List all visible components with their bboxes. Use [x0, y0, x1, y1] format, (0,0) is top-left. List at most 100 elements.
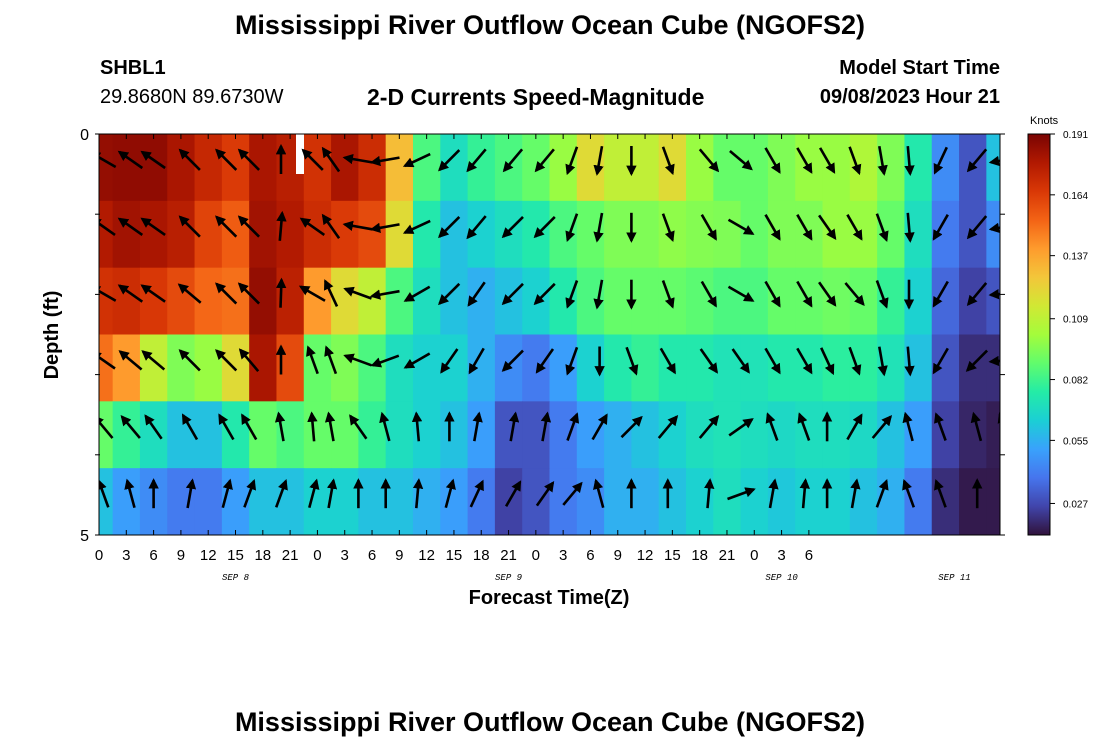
heatmap-cell — [931, 401, 960, 469]
x-tick-label: 12 — [637, 547, 654, 564]
heatmap-cell — [385, 134, 414, 202]
current-vector-arrow — [504, 480, 522, 507]
current-vector-arrow — [379, 411, 391, 442]
chart-subtitle: 2-D Currents Speed-Magnitude — [367, 84, 705, 110]
current-vector-arrow — [118, 350, 143, 371]
heatmap-cell — [631, 200, 660, 269]
current-vector-arrow — [591, 413, 608, 441]
heatmap-cell — [249, 267, 278, 336]
current-vector-arrow — [472, 411, 483, 442]
current-vector-arrow — [124, 478, 136, 509]
current-vector-arrow — [218, 413, 235, 441]
x-date-label: SEP 11 — [938, 573, 970, 583]
current-vector-arrow — [620, 415, 643, 439]
heatmap-cell — [549, 134, 578, 202]
heatmap-cell — [303, 468, 332, 535]
current-vector-arrow — [988, 222, 1000, 233]
current-vector-arrow — [237, 215, 261, 238]
x-tick-label: 3 — [341, 547, 349, 564]
x-tick-label: 6 — [805, 547, 813, 564]
heatmap-cell — [494, 334, 523, 402]
heatmap-cell — [276, 401, 305, 469]
current-vector-arrow — [502, 148, 524, 173]
current-vector-arrow — [1002, 480, 1007, 508]
current-vector-arrow — [593, 212, 604, 243]
x-tick-label: 6 — [368, 547, 376, 564]
heatmap-cell — [412, 267, 441, 336]
current-vector-arrow — [902, 411, 914, 442]
heatmap-cell — [931, 468, 960, 535]
heatmap-cell — [686, 134, 714, 202]
current-vector-arrow — [565, 280, 579, 309]
current-vector-arrow — [764, 347, 781, 375]
colorbar-tick-label: 0.055 — [1063, 436, 1088, 447]
heatmap-cell — [549, 267, 578, 336]
heatmap-cell — [631, 267, 660, 336]
heatmap-cell — [522, 468, 551, 535]
current-vector-arrow — [796, 147, 813, 174]
heatmap-cell — [904, 401, 933, 469]
heatmap-cell — [576, 134, 605, 202]
current-vector-arrow — [215, 215, 238, 238]
current-vector-arrow — [99, 415, 114, 439]
heatmap-cell — [167, 267, 196, 336]
current-vector-arrow — [342, 153, 373, 165]
current-vector-arrow — [727, 218, 755, 235]
x-tick-label: 15 — [227, 547, 244, 564]
current-vector-arrow — [237, 148, 261, 171]
heatmap-cell — [112, 200, 141, 269]
heatmap-cell — [959, 334, 987, 402]
heatmap-cell — [249, 468, 278, 535]
x-tick-label: 6 — [586, 547, 594, 564]
x-tick-label: 12 — [200, 547, 217, 564]
current-vector-arrow — [308, 478, 320, 509]
current-vector-arrow — [728, 418, 754, 437]
heatmap-cell — [167, 134, 196, 202]
current-vector-arrow — [99, 351, 116, 370]
heatmap-cell — [412, 134, 441, 202]
heatmap-cell — [385, 401, 414, 469]
heatmap-cell — [767, 134, 796, 202]
x-tick-label: 21 — [500, 547, 517, 564]
heatmap-cell — [740, 200, 769, 269]
current-vector-arrow — [117, 284, 144, 303]
current-vector-arrow — [140, 150, 166, 170]
current-vector-arrow — [321, 213, 341, 240]
axes: 0 3 6 9 12 15 18 21 0 3 6 9 12 15 18 21 0 3 6 9 12 15 18 21 0 3 6S… — [80, 127, 1005, 583]
current-vector-arrow — [468, 347, 485, 375]
current-vector-arrow — [99, 285, 117, 302]
heatmap-cell — [303, 200, 332, 269]
x-tick-label: 0 — [750, 547, 758, 564]
heatmap-cell — [767, 267, 796, 336]
current-vector-arrow — [411, 411, 423, 442]
heatmap-cell — [358, 334, 387, 402]
current-vector-arrow — [403, 352, 431, 369]
current-vector-arrow — [904, 346, 915, 377]
current-vector-arrow — [181, 413, 199, 441]
heatmap-cell — [604, 401, 633, 469]
heatmap-cell — [99, 200, 114, 269]
current-vector-arrow — [988, 288, 1000, 300]
heatmap-cell — [167, 401, 196, 469]
heatmap-cell — [740, 401, 769, 469]
heatmap-cell — [631, 401, 660, 469]
heatmap-cell — [331, 401, 359, 469]
x-tick-label: 9 — [395, 547, 403, 564]
current-vector-arrow — [243, 479, 257, 508]
current-vector-arrow — [117, 217, 144, 236]
current-vector-arrow — [534, 148, 555, 173]
current-vector-arrow — [324, 345, 338, 375]
heatmap-cell — [822, 200, 851, 269]
heatmap-cell — [767, 401, 796, 469]
current-vector-arrow — [799, 478, 810, 509]
heatmap-cell — [494, 200, 523, 269]
heatmap-cell — [522, 334, 551, 402]
heatmap-cell — [167, 468, 196, 535]
current-vector-arrow — [438, 149, 461, 172]
model-start-label: Model Start Time — [839, 57, 1000, 79]
heatmap-cell — [658, 267, 687, 336]
current-vector-arrow — [342, 220, 373, 231]
heatmap-cell — [658, 134, 687, 202]
heatmap-cell — [331, 468, 359, 535]
current-vector-arrow — [298, 285, 326, 302]
